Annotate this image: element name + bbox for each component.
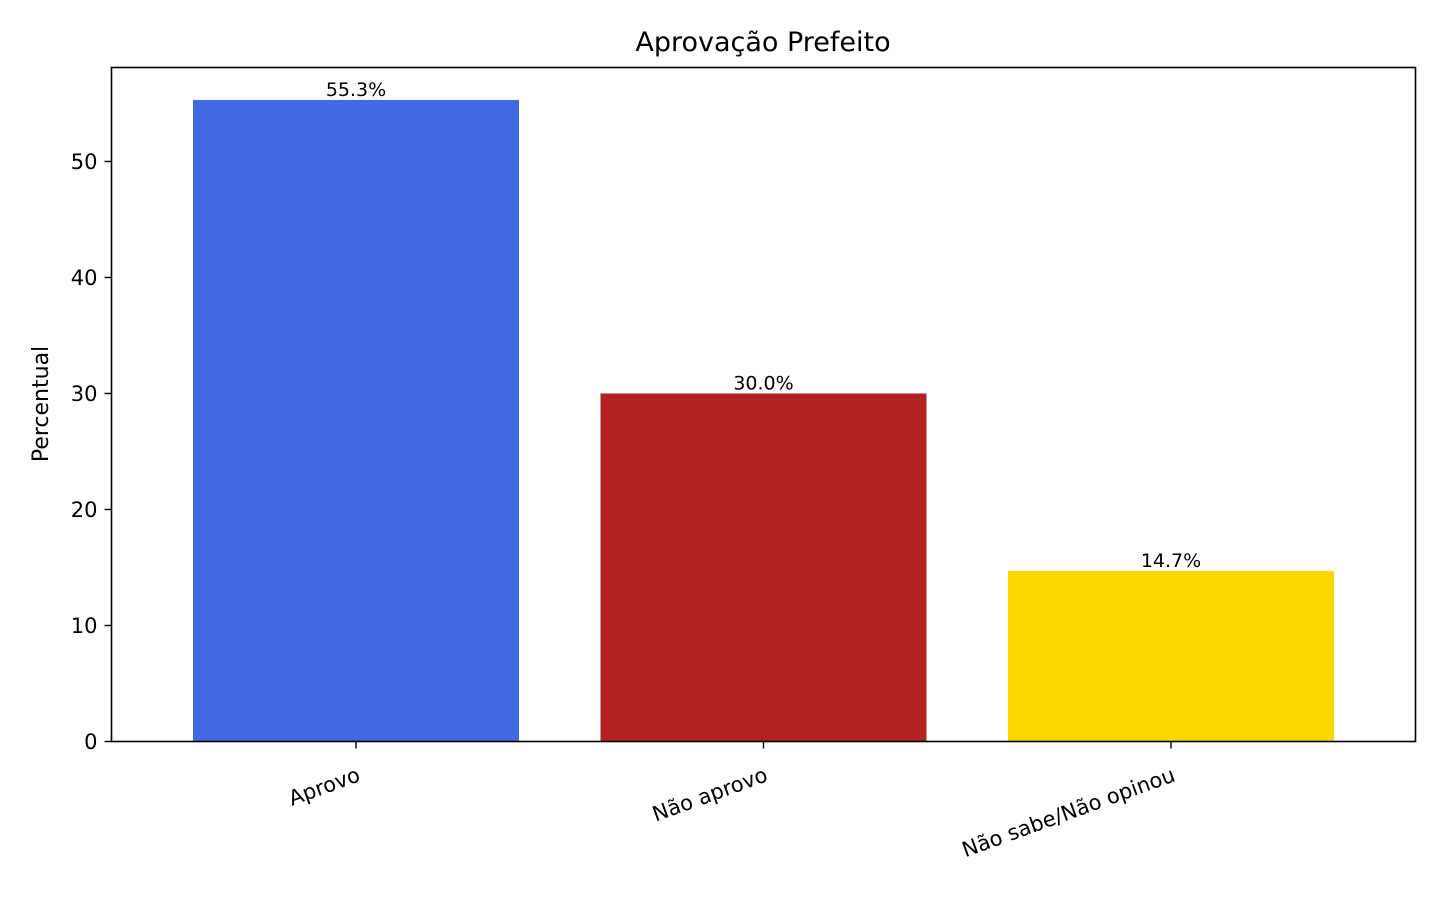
y-tick-label: 10 <box>71 614 98 638</box>
chart-title: Aprovação Prefeito <box>635 27 890 58</box>
bar-2 <box>600 393 927 742</box>
x-tick-label: Aprovo <box>285 763 363 811</box>
x-tick-label: Não aprovo <box>649 763 771 827</box>
y-tick-label: 50 <box>71 150 98 174</box>
data-labels-layer: 55.3% 30.0% 14.7% <box>326 79 1201 572</box>
bar-value-label: 14.7% <box>1141 550 1201 572</box>
x-tick-label: Não sabe/Não opinou <box>959 763 1178 862</box>
y-tick-label: 0 <box>84 730 97 754</box>
bar-value-label: 30.0% <box>733 372 793 394</box>
plot-frame <box>110 66 1417 743</box>
y-tick-label: 20 <box>71 498 98 522</box>
bar-value-label: 55.3% <box>326 79 386 101</box>
x-axis: Aprovo Não aprovo Não sabe/Não opinou <box>285 741 1178 862</box>
y-axis-label: Percentual <box>29 346 54 462</box>
bar-1 <box>193 99 519 742</box>
bar-3 <box>1008 570 1334 742</box>
y-tick-label: 40 <box>71 266 98 290</box>
y-axis: 0 10 20 30 40 50 <box>71 150 112 754</box>
y-tick-label: 30 <box>71 382 98 406</box>
bars-layer <box>193 99 1334 742</box>
